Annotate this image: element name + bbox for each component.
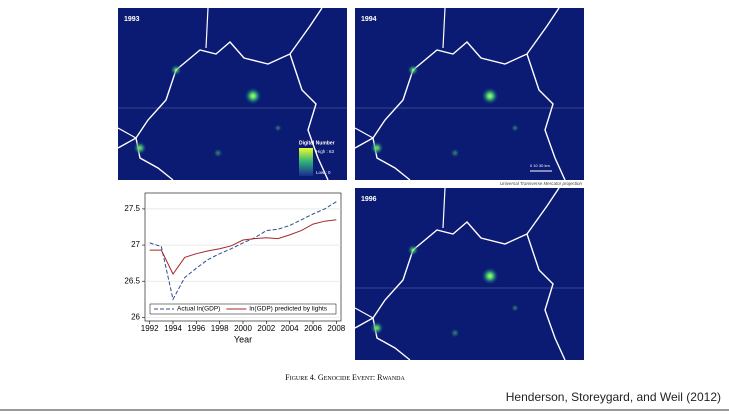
legend-low: Low : 0 — [316, 170, 331, 175]
projection-note: Universal Transverse Mercator projection — [500, 181, 582, 186]
x-tick-label: 2008 — [327, 324, 345, 333]
legend-ramp — [299, 148, 313, 176]
legend-label: ln(GDP) predicted by lights — [249, 306, 327, 313]
y-tick-label: 27 — [131, 240, 140, 249]
series-line — [149, 219, 337, 275]
x-tick-label: 1996 — [187, 324, 205, 333]
x-tick-label: 1994 — [164, 324, 182, 333]
map-1996 — [354, 187, 585, 361]
y-tick-label: 27.5 — [124, 204, 140, 213]
map-label: 1996 — [361, 196, 377, 203]
map-label: 1994 — [361, 16, 377, 23]
series-line — [149, 201, 337, 301]
y-tick-label: 26 — [131, 312, 140, 321]
x-tick-label: 1992 — [141, 324, 159, 333]
x-tick-label: 1998 — [211, 324, 229, 333]
caption: Figure 4. Genocide Event: Rwanda — [285, 373, 405, 382]
map-1994 — [354, 7, 585, 181]
plot-frame — [144, 192, 342, 322]
legend-high: High : 63 — [316, 149, 335, 154]
x-tick-label: 2006 — [304, 324, 322, 333]
citation: Henderson, Storeygard, and Weil (2012) — [506, 390, 721, 404]
x-axis-label: Year — [234, 334, 252, 344]
x-tick-label: 2004 — [281, 324, 299, 333]
y-tick-label: 26.5 — [124, 276, 140, 285]
x-tick-label: 2000 — [234, 324, 252, 333]
legend-label: Actual ln(GDP) — [177, 306, 220, 313]
map-label: 1993 — [124, 16, 140, 23]
x-tick-label: 2002 — [257, 324, 275, 333]
scale-label: 0 10 30 km — [530, 163, 550, 168]
legend-title: Digital Number — [299, 140, 335, 146]
